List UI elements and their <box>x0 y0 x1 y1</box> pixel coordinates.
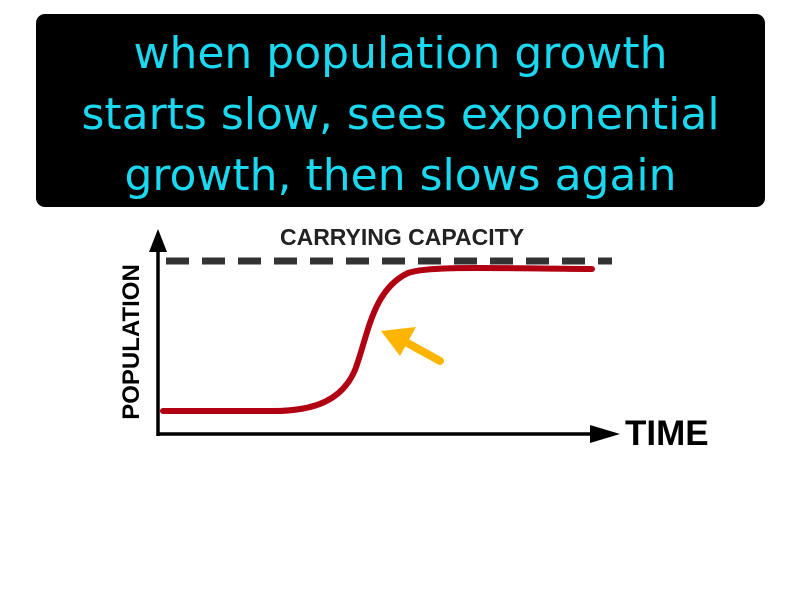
definition-banner: when population growth starts slow, sees… <box>36 14 765 207</box>
definition-line-2: starts slow, sees exponential <box>81 89 720 140</box>
y-axis-arrowhead <box>149 229 167 252</box>
x-axis-label: TIME <box>625 414 709 453</box>
x-axis-arrowhead <box>590 425 620 443</box>
carrying-capacity-label: CARRYING CAPACITY <box>280 224 524 250</box>
y-axis-label: POPULATION <box>118 264 145 420</box>
definition-line-1: when population growth <box>133 28 668 79</box>
definition-line-3: growth, then slows again <box>124 150 677 201</box>
growth-curve <box>160 264 595 415</box>
yellow-pointer-arrow-icon <box>381 327 444 365</box>
